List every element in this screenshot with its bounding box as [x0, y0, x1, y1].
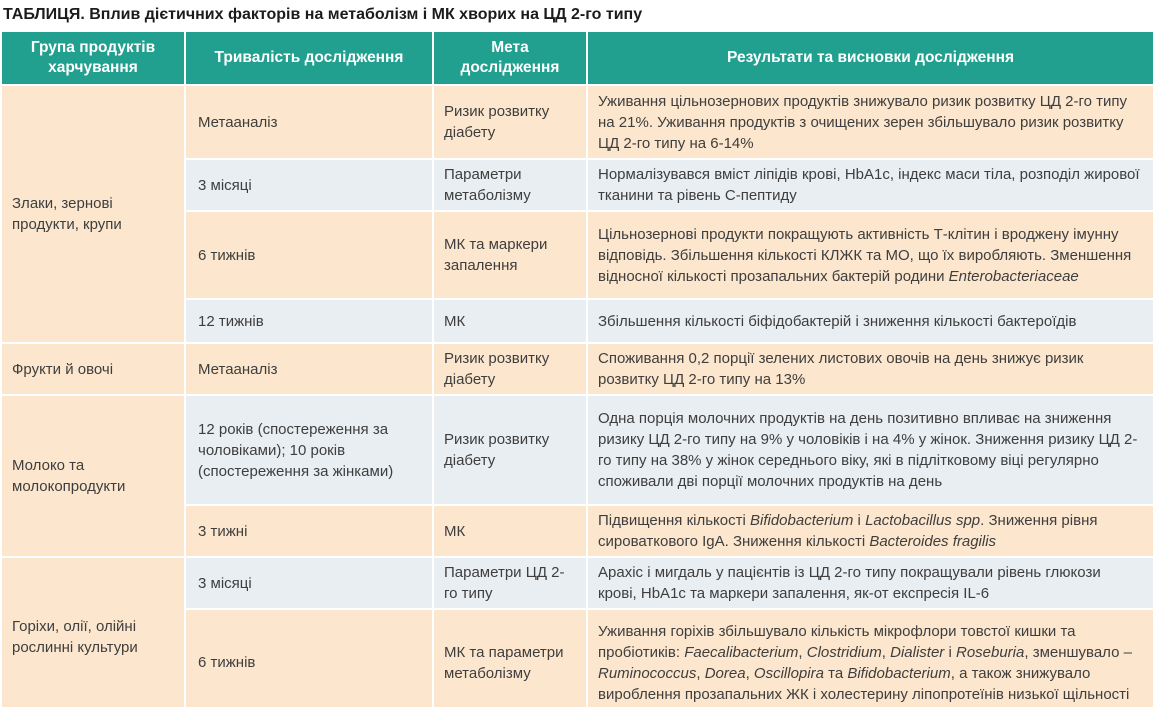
purpose-cell: Параметри ЦД 2-го типу — [432, 556, 588, 610]
duration-cell: 3 тижні — [184, 504, 434, 558]
table-row: Горіхи, олії, олійні рослинні культури 3 … — [0, 556, 1153, 707]
page-title: ТАБЛИЦЯ. Вплив дієтичних факторів на мет… — [3, 6, 643, 23]
purpose-cell: Параметри метаболізму — [432, 158, 588, 212]
food-group-cell: Фрукти й овочі — [0, 342, 186, 396]
duration-cell: 6 тижнів — [184, 608, 434, 707]
result-cell: Підвищення кількості Bifidobacterium і L… — [586, 504, 1153, 558]
purpose-cell: МК та параметри метаболізму — [432, 608, 588, 707]
table-row: 6 тижнів МК та параметри метаболізму Ужива… — [1, 608, 1153, 707]
duration-cell: 6 тижнів — [184, 210, 434, 300]
result-cell: Споживання 0,2 порції зелених листових о… — [586, 342, 1153, 396]
duration-cell: 3 місяці — [184, 556, 434, 610]
column-header-purpose: Мета дослідження — [432, 30, 588, 86]
results-table: Група продуктів харчування Тривалість до… — [0, 30, 1153, 707]
food-group-cell: Молоко та молокопродукти — [0, 394, 186, 558]
result-cell: Цільнозернові продукти покращують активн… — [586, 210, 1153, 300]
table-row: Молоко та молокопродукти 12 років (спосте… — [0, 394, 1153, 558]
duration-cell: Метааналіз — [184, 84, 434, 160]
purpose-cell: МК та маркери запалення — [432, 210, 588, 300]
purpose-cell: МК — [432, 504, 588, 558]
duration-cell: 12 років (спостереження за чоловіками); … — [184, 394, 434, 506]
column-header-food-group: Група продуктів харчування — [0, 30, 186, 86]
result-cell: Одна порція молочних продуктів на день п… — [586, 394, 1153, 506]
result-cell: Збільшення кількості біфідобактерій і зн… — [586, 298, 1153, 344]
result-cell: Уживання горіхів збільшувало кількість м… — [586, 608, 1153, 707]
food-group-cell: Злаки, зернові продукти, крупи — [0, 84, 186, 344]
table-row: 3 тижні МК Підвищення кількості Bifidobact… — [1, 504, 1153, 558]
result-cell: Арахіс і мигдаль у пацієнтів із ЦД 2-го … — [586, 556, 1153, 610]
purpose-cell: Ризик розвитку діабету — [432, 84, 588, 160]
result-cell: Уживання цільнозернових продуктів знижув… — [586, 84, 1153, 160]
food-group-cell: Горіхи, олії, олійні рослинні культури — [0, 556, 186, 707]
column-header-duration: Тривалість дослідження — [184, 30, 434, 86]
table-body: Злаки, зернові продукти, крупи Метааналіз… — [0, 84, 1153, 707]
duration-cell: 12 тижнів — [184, 298, 434, 344]
duration-cell: 3 місяці — [184, 158, 434, 212]
purpose-cell: МК — [432, 298, 588, 344]
table-row: 6 тижнів МК та маркери запалення Цільнозер… — [1, 210, 1153, 300]
table-row: 12 тижнів МК Збільшення кількості біфідоба… — [1, 298, 1153, 344]
table-row: Фрукти й овочі Метааналіз Ризик розвитку д… — [0, 342, 1153, 396]
purpose-cell: Ризик розвитку діабету — [432, 394, 588, 506]
duration-cell: Метааналіз — [184, 342, 434, 396]
column-header-results: Результати та висновки дослідження — [586, 30, 1153, 86]
result-cell: Нормалізувався вміст ліпідів крові, HbA1… — [586, 158, 1153, 212]
table-row: 3 місяці Параметри метаболізму Нормалізува… — [1, 158, 1153, 212]
header-row: Група продуктів харчування Тривалість до… — [0, 30, 1153, 86]
purpose-cell: Ризик розвитку діабету — [432, 342, 588, 396]
table-row: Злаки, зернові продукти, крупи Метааналіз… — [0, 84, 1153, 344]
